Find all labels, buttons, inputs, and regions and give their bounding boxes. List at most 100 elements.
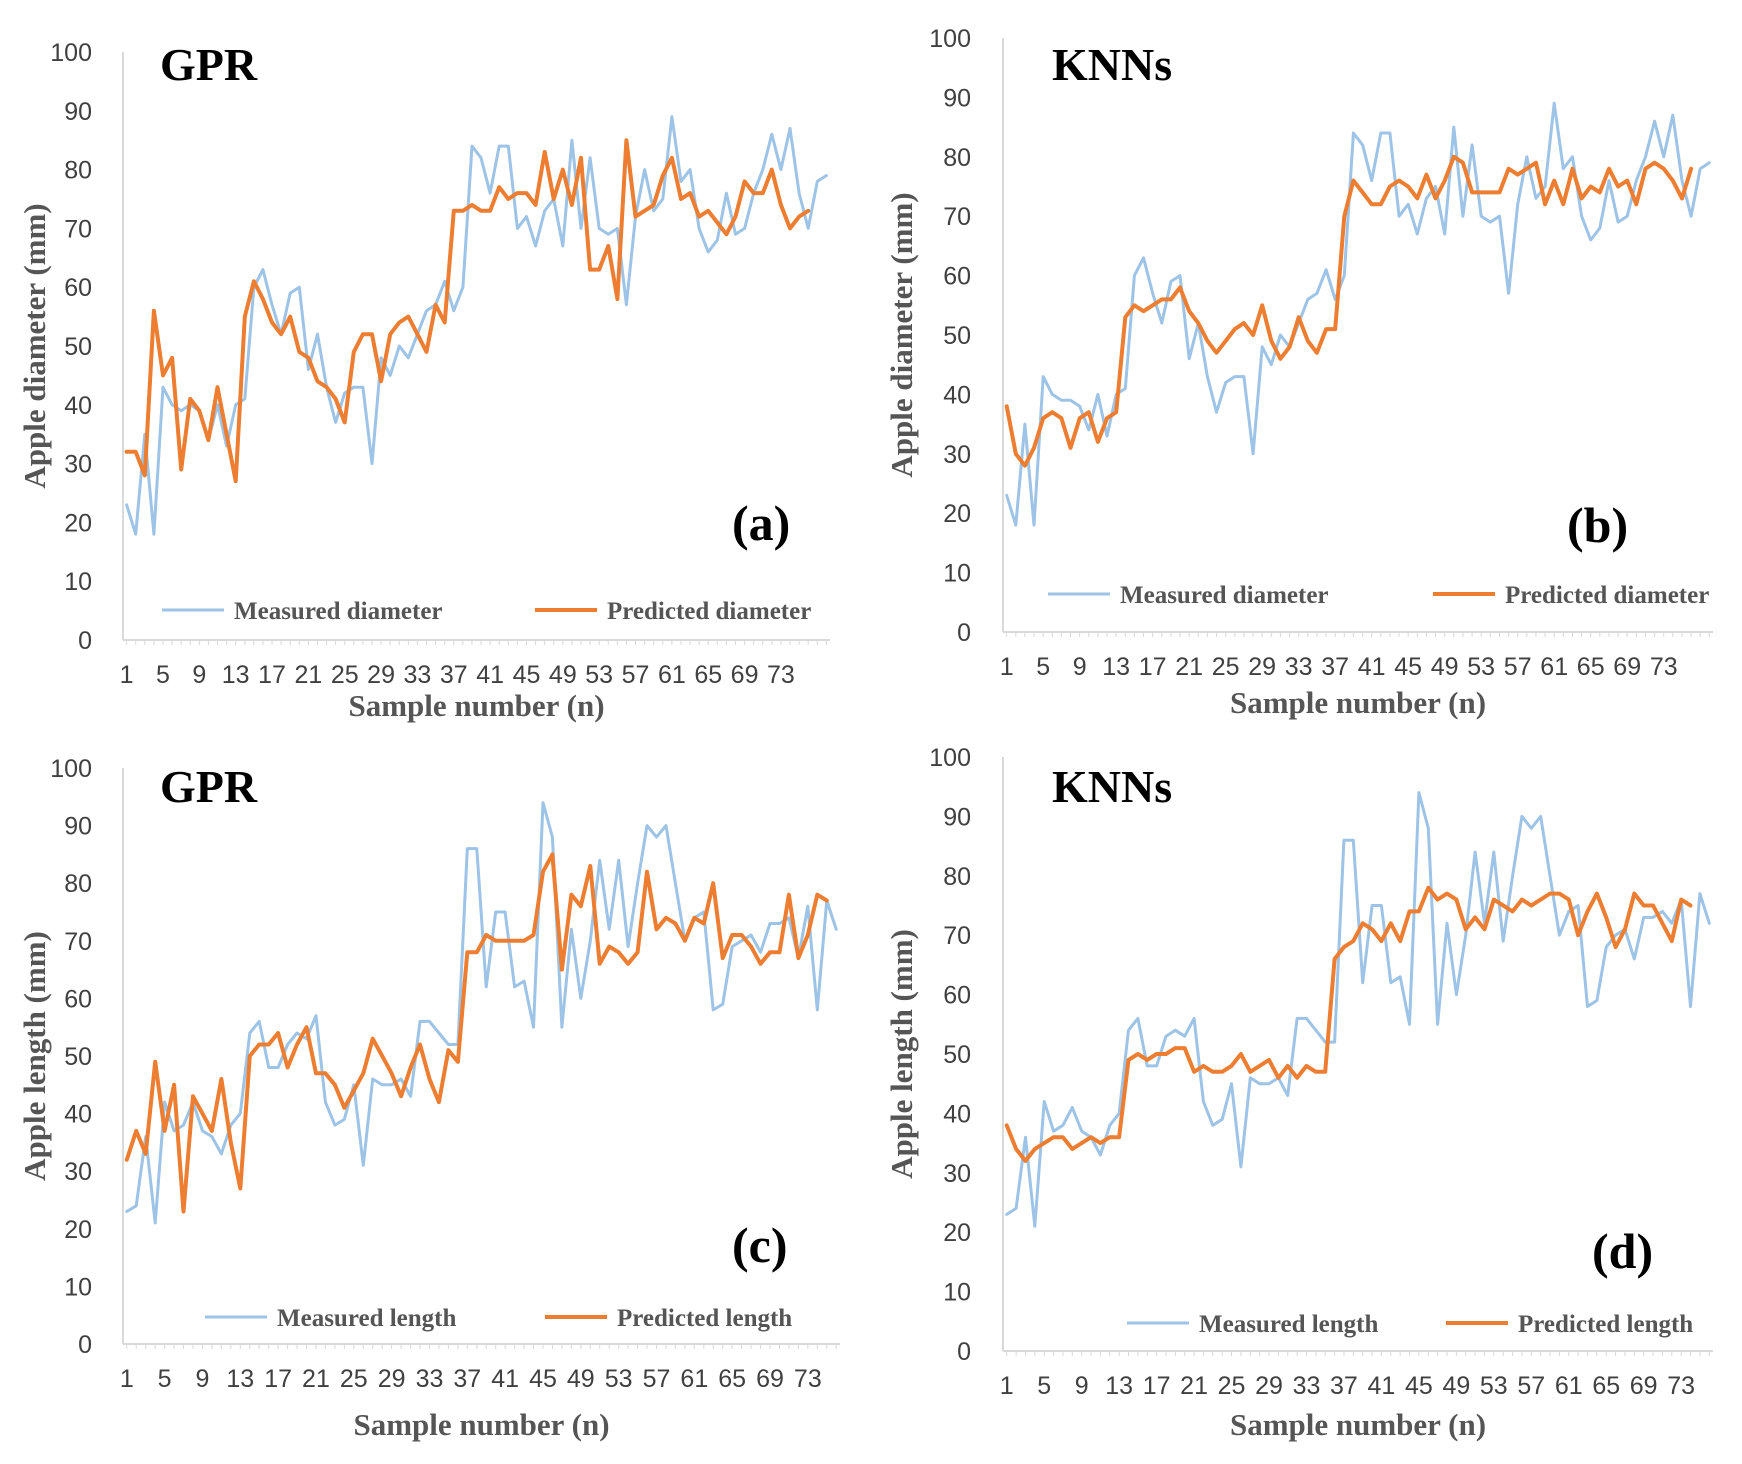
y-tick-label: 70 (64, 215, 92, 243)
x-tick-label: 33 (1293, 1372, 1321, 1400)
y-tick-label: 0 (957, 619, 971, 647)
panel-label: (d) (1592, 1223, 1653, 1279)
x-tick-label: 29 (1248, 653, 1276, 681)
series-line-predicted (1004, 154, 1694, 468)
y-tick-label: 50 (64, 333, 92, 361)
y-tick-label: 40 (64, 1101, 92, 1129)
x-tick-label: 57 (643, 1365, 671, 1393)
x-tick-label: 1 (1000, 653, 1014, 681)
y-tick-label: 80 (64, 870, 92, 898)
x-tick-label: 57 (1517, 1372, 1545, 1400)
y-axis-title: Apple length (mm) (17, 931, 52, 1181)
x-tick-label: 9 (196, 1365, 210, 1393)
chart-panel-c: 0 10 20 30 40 50 60 70 80 90 100 1 5 9 13 17 21 25 29 33 37 4… (17, 755, 840, 1442)
y-tick-label: 20 (943, 500, 971, 528)
legend-label-predicted: Predicted length (617, 1305, 792, 1332)
x-tick-label: 49 (567, 1365, 595, 1393)
x-tick-label: 57 (622, 661, 650, 689)
x-tick-label: 45 (529, 1365, 557, 1393)
x-tick-label: 17 (1139, 653, 1167, 681)
legend-label-measured: Measured length (277, 1305, 456, 1332)
x-tick-label: 21 (1180, 1372, 1208, 1400)
x-tick-label: 13 (1105, 1372, 1133, 1400)
x-tick-label: 29 (367, 661, 395, 689)
x-tick-label: 65 (1592, 1372, 1620, 1400)
y-tick-label: 30 (943, 441, 971, 469)
x-tick-label: 65 (718, 1365, 746, 1393)
x-tick-label: 17 (1143, 1372, 1171, 1400)
y-tick-label: 70 (64, 928, 92, 956)
x-tick-label: 45 (513, 661, 541, 689)
x-tick-label: 5 (1036, 653, 1050, 681)
y-axis-title: Apple diameter (mm) (884, 192, 919, 477)
y-tick-label: 60 (943, 263, 971, 291)
y-tick-label: 20 (64, 509, 92, 537)
x-tick-label: 29 (378, 1365, 406, 1393)
series-line-predicted (124, 138, 811, 484)
y-tick-label: 60 (64, 274, 92, 302)
x-tick-label: 1 (120, 661, 134, 689)
x-tick-label: 17 (258, 661, 286, 689)
panel-title: GPR (160, 761, 258, 812)
y-tick-label: 90 (64, 98, 92, 126)
y-tick-label: 70 (943, 203, 971, 231)
x-tick-label: 73 (767, 661, 795, 689)
x-tick-label: 5 (156, 661, 170, 689)
y-tick-label: 20 (64, 1216, 92, 1244)
x-tick-label: 25 (1218, 1372, 1246, 1400)
y-tick-label: 90 (943, 803, 971, 831)
x-tick-label: 45 (1394, 653, 1422, 681)
y-tick-label: 90 (64, 813, 92, 841)
x-tick-label: 9 (1075, 1372, 1089, 1400)
y-tick-label: 0 (78, 627, 92, 655)
panel-label: (b) (1567, 497, 1628, 553)
y-tick-label: 0 (957, 1338, 971, 1366)
legend: Measured diameter Predicted diameter (1048, 582, 1709, 609)
x-axis-title: Sample number (n) (353, 1407, 609, 1442)
y-tick-label: 50 (943, 1041, 971, 1069)
legend-label-predicted: Predicted diameter (607, 598, 811, 625)
x-tick-label: 17 (264, 1365, 292, 1393)
x-tick-label: 13 (226, 1365, 254, 1393)
x-tick-label: 61 (1555, 1372, 1583, 1400)
chart-panel-b: 0 10 20 30 40 50 60 70 80 90 100 1 5 9 13 17 21 25 29 33 37 4… (884, 25, 1713, 720)
x-tick-label: 69 (1630, 1372, 1658, 1400)
y-tick-label: 40 (943, 1100, 971, 1128)
chart-panel-d: 0 10 20 30 40 50 60 70 80 90 100 1 5 9 13 17 21 25 29 33 37 4… (884, 744, 1713, 1442)
y-tick-label: 100 (929, 744, 971, 772)
x-tick-label: 37 (1321, 653, 1349, 681)
x-tick-label: 21 (1175, 653, 1203, 681)
y-tick-label: 10 (64, 1273, 92, 1301)
x-tick-label: 41 (1358, 653, 1386, 681)
x-tick-label: 53 (585, 661, 613, 689)
x-axis-title: Sample number (n) (1230, 685, 1486, 720)
x-tick-label: 9 (192, 661, 206, 689)
legend: Measured length Predicted length (1127, 1311, 1693, 1338)
x-tick-label: 37 (453, 1365, 481, 1393)
x-tick-label: 61 (680, 1365, 708, 1393)
y-tick-label: 30 (943, 1160, 971, 1188)
y-tick-label: 100 (929, 25, 971, 53)
x-tick-label: 49 (1442, 1372, 1470, 1400)
x-tick-label: 25 (1212, 653, 1240, 681)
y-tick-label: 30 (64, 1158, 92, 1186)
x-tick-label: 1 (1000, 1372, 1014, 1400)
x-tick-label: 5 (158, 1365, 172, 1393)
series-line-predicted (1004, 885, 1693, 1163)
y-tick-label: 30 (64, 451, 92, 479)
x-tick-label: 65 (694, 661, 722, 689)
legend-label-measured: Measured diameter (1120, 582, 1329, 609)
x-tick-label: 57 (1504, 653, 1532, 681)
y-tick-label: 10 (64, 568, 92, 596)
panel-title: GPR (160, 39, 258, 90)
x-tick-label: 1 (120, 1365, 134, 1393)
legend-label-predicted: Predicted diameter (1505, 582, 1709, 609)
y-tick-label: 40 (943, 381, 971, 409)
y-tick-label: 70 (943, 922, 971, 950)
y-tick-label: 100 (50, 755, 92, 783)
x-tick-label: 13 (1102, 653, 1130, 681)
y-tick-label: 60 (64, 985, 92, 1013)
x-axis-title: Sample number (n) (1230, 1407, 1486, 1442)
panel-title: KNNs (1052, 39, 1172, 90)
series-line-measured (125, 115, 828, 536)
